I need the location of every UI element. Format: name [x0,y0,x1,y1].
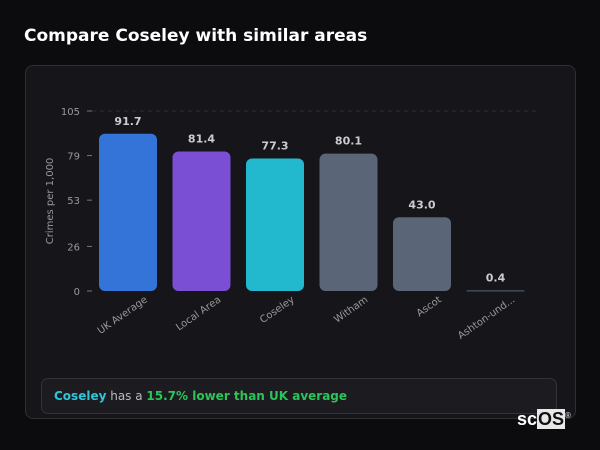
x-tick-label: Witham [332,294,370,325]
y-tick-label: 0 [74,287,80,298]
x-tick-label: Ashton-und... [456,294,517,341]
summary-area: Coseley [54,389,107,403]
x-tick-label: Local Area [174,294,223,333]
bar-ascot [393,217,451,291]
x-tick-label: Coseley [258,294,297,326]
page-title: Compare Coseley with similar areas [24,26,368,46]
data-label: 81.4 [188,132,215,145]
summary-text: has a [106,389,147,403]
data-label: 91.7 [114,115,141,128]
bar-uk-average [99,133,157,291]
bar-coseley [246,158,304,291]
y-axis-label: Crimes per 1,000 [45,158,56,245]
data-label: 0.4 [486,271,506,284]
summary-highlight: 15.7% lower than UK average [146,389,348,403]
data-label: 77.3 [261,139,288,152]
x-tick-label: UK Average [96,294,150,336]
bar-witham [319,153,378,291]
bar-local-area [172,151,231,291]
summary-box: Coseley has a 15.7% lower than UK averag… [41,378,557,414]
data-label: 80.1 [335,135,362,148]
y-tick-label: 79 [67,152,80,163]
y-tick-label: 26 [67,242,80,253]
data-label: 43.0 [408,198,435,211]
y-tick-label: 105 [61,107,80,118]
x-tick-label: Ascot [415,294,444,319]
y-tick-label: 53 [67,196,80,207]
bar-ashton-und- [466,290,525,292]
scos-logo: scOS® [517,409,571,429]
